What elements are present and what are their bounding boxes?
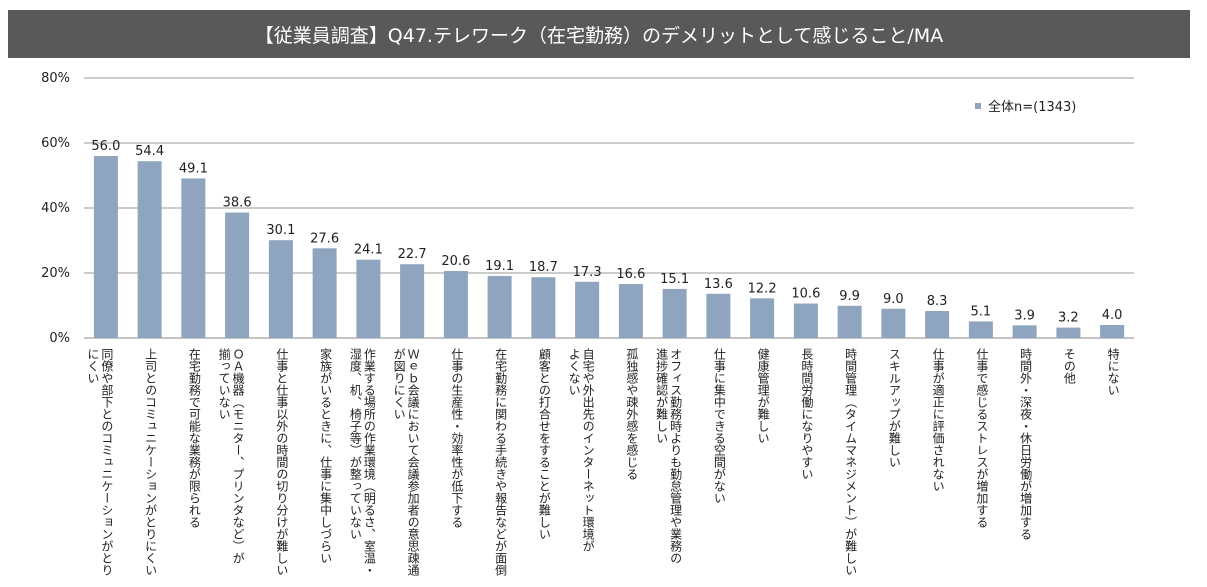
bar	[531, 277, 556, 338]
bar	[1100, 325, 1125, 338]
data-label: 24.1	[354, 243, 383, 258]
x-tick-label: が図りにくい	[392, 348, 406, 420]
bar	[93, 156, 118, 338]
x-tick-label: 時間管理（タイムマネジメント）が難しい	[844, 348, 858, 576]
y-tick-label: 80%	[41, 71, 70, 86]
bar	[706, 293, 731, 338]
bar	[181, 178, 206, 338]
bar	[1056, 327, 1081, 338]
bar	[750, 298, 775, 338]
bar	[137, 161, 162, 338]
x-tick-label: 時間外・深夜・休日労働が増加する	[1019, 348, 1033, 540]
data-label: 30.1	[266, 223, 295, 238]
data-label: 16.6	[616, 267, 645, 282]
bar	[575, 281, 600, 338]
bar	[925, 311, 950, 338]
bar	[312, 248, 337, 338]
data-label: 18.7	[529, 260, 558, 275]
x-tick-label: Ｗｅｂ会議において会議参加者の意思疎通	[406, 348, 420, 576]
x-tick-label: 仕事と仕事以外の時間の切り分けが難しい	[275, 348, 289, 576]
x-tick-label: 仕事で感じるストレスが増加する	[975, 348, 989, 528]
data-label: 17.3	[573, 265, 602, 280]
x-tick-label: オフィス勤務時よりも勤怠管理や業務の	[669, 348, 683, 564]
data-label: 20.6	[441, 254, 470, 269]
data-label: 49.1	[179, 161, 208, 176]
bar	[881, 308, 906, 338]
y-tick-label: 20%	[41, 266, 70, 281]
data-label: 12.2	[748, 281, 777, 296]
data-label: 22.7	[398, 247, 427, 262]
x-tick-label: 孤独感や疎外感を感じる	[625, 348, 639, 480]
x-tick-label: 仕事に集中できる空間がない	[712, 348, 726, 504]
x-tick-label: 上司とのコミュニケーションがとりにくい	[144, 348, 158, 576]
x-tick-label: 揃っていない	[217, 347, 231, 420]
data-label: 8.3	[927, 294, 948, 309]
data-label: 9.0	[883, 292, 904, 307]
x-tick-label: ＯＡ機器（モニター、プリンタなど）が	[231, 348, 245, 564]
data-label: 9.9	[839, 289, 860, 304]
y-tick-label: 0%	[49, 331, 70, 346]
data-label: 13.6	[704, 277, 733, 292]
y-tick-label: 60%	[41, 136, 70, 151]
bar	[793, 303, 818, 338]
x-tick-label: 仕事が適正に評価されない	[931, 348, 945, 492]
x-tick-label: 家族がいるときに、仕事に集中しづらい	[319, 347, 333, 564]
x-tick-label: にくい	[86, 348, 100, 384]
bar	[487, 275, 512, 338]
x-tick-label: 健康管理が難しい	[756, 348, 770, 444]
x-tick-label: 湿度、机、椅子等）が整っていない	[348, 347, 362, 540]
x-tick-label: 在宅勤務に関わる手続きや報告などが面倒	[494, 348, 508, 577]
x-tick-label: 進捗確認が難しい	[655, 348, 669, 444]
data-label: 19.1	[485, 259, 514, 274]
x-tick-label: 作業する場所の作業環境（明るさ、室温・	[362, 348, 376, 576]
bar	[1012, 325, 1037, 338]
bar	[356, 259, 381, 338]
legend-label: 全体n=(1343)	[988, 99, 1076, 115]
data-label: 15.1	[660, 272, 689, 287]
bar	[400, 264, 425, 338]
data-label: 3.9	[1014, 308, 1035, 323]
data-label: 5.1	[971, 304, 992, 319]
bar	[225, 212, 250, 338]
x-tick-label: 仕事の生産性・効率性が低下する	[450, 348, 464, 528]
bar	[268, 240, 293, 338]
x-tick-label: 在宅勤務で可能な業務が限られる	[187, 348, 201, 528]
x-tick-label: 自宅や外出先のインターネット環境が	[581, 348, 595, 552]
bar	[618, 284, 643, 338]
bar	[443, 271, 468, 338]
x-tick-label: 同僚や部下とのコミュニケーションがとり	[100, 348, 114, 576]
data-label: 4.0	[1102, 308, 1123, 323]
x-tick-label: 長時間労働になりやすい	[800, 348, 814, 480]
legend-swatch	[975, 103, 981, 109]
y-tick-label: 40%	[41, 201, 70, 216]
data-label: 38.6	[223, 196, 252, 211]
chart-title: 【従業員調査】Q47.テレワーク（在宅勤務）のデメリットとして感じること/MA	[8, 10, 1190, 58]
bar	[662, 288, 687, 338]
data-label: 10.6	[791, 287, 820, 302]
x-tick-label: その他	[1062, 348, 1076, 384]
x-tick-label: よくない	[567, 348, 581, 396]
x-tick-label: スキルアップが難しい	[887, 348, 901, 468]
data-label: 54.4	[135, 144, 164, 159]
data-label: 56.0	[91, 139, 120, 154]
data-label: 27.6	[310, 231, 339, 246]
bar	[968, 321, 993, 338]
bar	[837, 305, 862, 338]
data-label: 3.2	[1058, 311, 1079, 326]
x-tick-label: 特にない	[1106, 347, 1120, 396]
x-tick-label: 顧客との打合せをすることが難しい	[537, 347, 551, 540]
